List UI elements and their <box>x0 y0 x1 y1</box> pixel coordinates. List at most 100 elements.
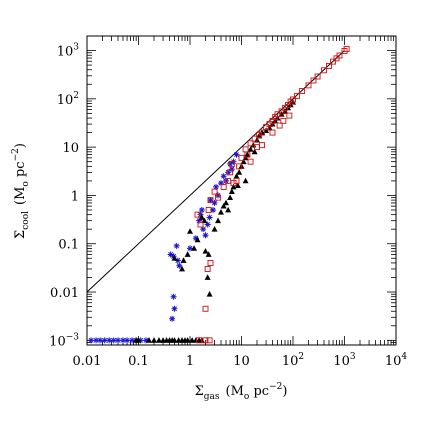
x-tick-label: 104 <box>385 352 408 369</box>
x-axis-title: Σgas (Mo pc−2) <box>195 382 288 402</box>
reference-line-group <box>86 50 345 293</box>
triangle-point <box>251 148 258 155</box>
square-point <box>227 169 234 176</box>
triangle-point <box>236 169 243 175</box>
star-point <box>192 235 199 242</box>
data-points <box>88 45 350 344</box>
square-point <box>310 77 317 84</box>
star-point <box>167 251 174 258</box>
triangle-point <box>205 251 212 257</box>
square-point <box>251 135 258 142</box>
triangle-point <box>266 124 273 131</box>
star-point <box>202 232 209 239</box>
square-point <box>247 158 254 165</box>
star-point <box>207 197 214 204</box>
square-point <box>242 146 249 153</box>
y-tick-label: 0.01 <box>50 286 79 301</box>
square-point <box>207 259 214 266</box>
star-point <box>88 337 95 344</box>
star-point <box>218 180 225 187</box>
square-point <box>294 92 301 99</box>
triangle-point <box>135 337 142 343</box>
star-point <box>173 242 180 249</box>
square-point <box>196 337 203 344</box>
square-point <box>247 140 254 147</box>
x-axis-units: (M <box>226 384 244 399</box>
star-point <box>227 160 234 167</box>
star-point <box>169 315 176 322</box>
star-point <box>220 173 227 180</box>
y-tick-label: 103 <box>57 43 80 60</box>
triangle-point <box>215 217 222 224</box>
x-axis-units-tail: pc <box>249 384 269 399</box>
square-point <box>206 337 213 344</box>
x-tick-label: 0.1 <box>128 354 149 369</box>
square-point <box>215 194 221 201</box>
star-point <box>200 226 207 233</box>
square-point <box>205 207 212 213</box>
triangle-point <box>171 337 178 343</box>
triangle-point <box>282 108 289 114</box>
triangle-point <box>220 202 227 209</box>
star-point <box>174 257 181 264</box>
square-point <box>326 62 332 69</box>
y-axis-units: (M <box>13 187 28 205</box>
y-tick-label: 10−3 <box>49 332 79 349</box>
x-axis-subscript: gas <box>204 392 220 402</box>
square-point <box>286 112 293 119</box>
star-point <box>233 151 240 158</box>
square-point <box>321 67 327 74</box>
plot-frame <box>86 35 397 346</box>
square-point <box>202 337 209 344</box>
x-tick-label: 0.01 <box>73 354 102 369</box>
triangle-point <box>233 173 240 179</box>
star-point <box>124 337 131 344</box>
star-point <box>211 199 218 206</box>
y-tick-label: 10 <box>62 141 79 156</box>
y-axis-symbol: Σ <box>13 230 28 239</box>
square-point <box>282 104 288 111</box>
square-point <box>233 177 240 184</box>
x-axis-units-sub: o <box>244 392 249 402</box>
star-point <box>170 293 177 300</box>
triangle-point <box>247 146 254 152</box>
star-point <box>204 221 211 228</box>
one-to-one-line <box>86 50 345 293</box>
star-point <box>171 305 178 312</box>
triangle-point <box>234 182 241 188</box>
triangle-point <box>204 274 211 280</box>
triangle-point <box>155 337 162 343</box>
star-point <box>228 166 235 173</box>
triangle-point <box>211 225 218 232</box>
star-point <box>143 337 150 344</box>
square-point <box>330 58 337 65</box>
star-point <box>197 211 204 218</box>
triangle-point <box>206 291 213 297</box>
triangle-point <box>180 257 187 263</box>
star-point <box>210 206 217 213</box>
triangle-point <box>146 337 153 343</box>
square-point <box>305 82 312 89</box>
square-point <box>299 88 306 94</box>
square-point <box>343 45 350 52</box>
star-point <box>93 337 100 344</box>
square-point <box>263 124 270 131</box>
triangle-point <box>184 337 191 343</box>
square-point <box>280 117 287 124</box>
x-axis-units-close: ) <box>282 384 287 399</box>
square-point <box>204 266 211 272</box>
y-axis-units-close: ) <box>13 143 28 148</box>
star-point <box>187 245 193 252</box>
square-point <box>202 305 209 312</box>
square-point <box>238 154 245 161</box>
triangle-point <box>222 199 229 206</box>
square-point <box>278 108 285 115</box>
square-point <box>211 188 218 195</box>
square-point <box>259 129 265 136</box>
square-point <box>276 122 283 129</box>
star-point <box>196 217 203 224</box>
x-tick-label: 102 <box>282 352 304 369</box>
square-point <box>314 73 321 80</box>
triangle-point <box>225 206 232 213</box>
